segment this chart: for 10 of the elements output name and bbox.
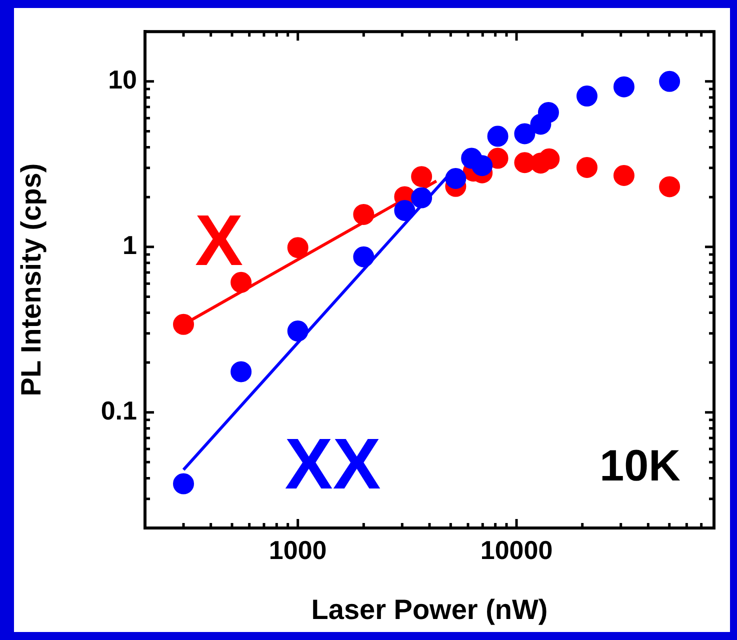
series-label: X <box>194 200 243 281</box>
x-axis-title: Laser Power (nW) <box>311 594 548 625</box>
y-axis-title: PL Intensity (cps) <box>16 163 47 396</box>
annotation: 10K <box>600 442 681 491</box>
y-tick-label: 1 <box>122 230 137 260</box>
series-label: XX <box>284 424 381 504</box>
y-tick-label: 10 <box>108 64 137 95</box>
x-tick-label: 1000 <box>268 534 327 565</box>
y-tick-label: 0.1 <box>100 396 137 426</box>
x-tick-label: 10000 <box>480 534 553 565</box>
